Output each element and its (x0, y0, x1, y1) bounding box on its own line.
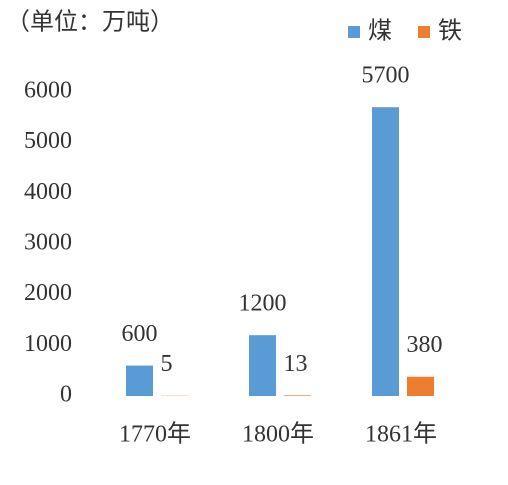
y-tick-label: 6000 (24, 78, 72, 104)
y-tick-label: 5000 (24, 128, 72, 154)
y-tick-label: 1000 (24, 331, 72, 357)
chart-title: （单位：万吨） (6, 9, 174, 36)
x-tick-label: 1770年 (119, 421, 191, 448)
x-tick-label: 1861年 (365, 421, 437, 448)
x-tick-label: 1800年 (242, 421, 314, 448)
data-label: 5 (161, 351, 173, 377)
data-label: 380 (407, 332, 443, 358)
bar (407, 376, 434, 396)
legend-label: 煤 (368, 18, 392, 45)
data-label: 1200 (239, 291, 287, 317)
y-tick-label: 4000 (24, 179, 72, 205)
y-tick-label: 2000 (24, 280, 72, 306)
data-label: 5700 (362, 63, 410, 89)
legend-swatch (348, 26, 360, 38)
bar (372, 107, 399, 396)
data-label: 13 (284, 351, 308, 377)
bar (284, 395, 311, 396)
bar (249, 335, 276, 396)
legend-label: 铁 (438, 18, 462, 45)
data-label: 600 (122, 321, 158, 347)
y-tick-label: 3000 (24, 230, 72, 256)
y-tick-label: 0 (60, 382, 72, 408)
legend-swatch (418, 26, 430, 38)
bar (126, 365, 153, 396)
